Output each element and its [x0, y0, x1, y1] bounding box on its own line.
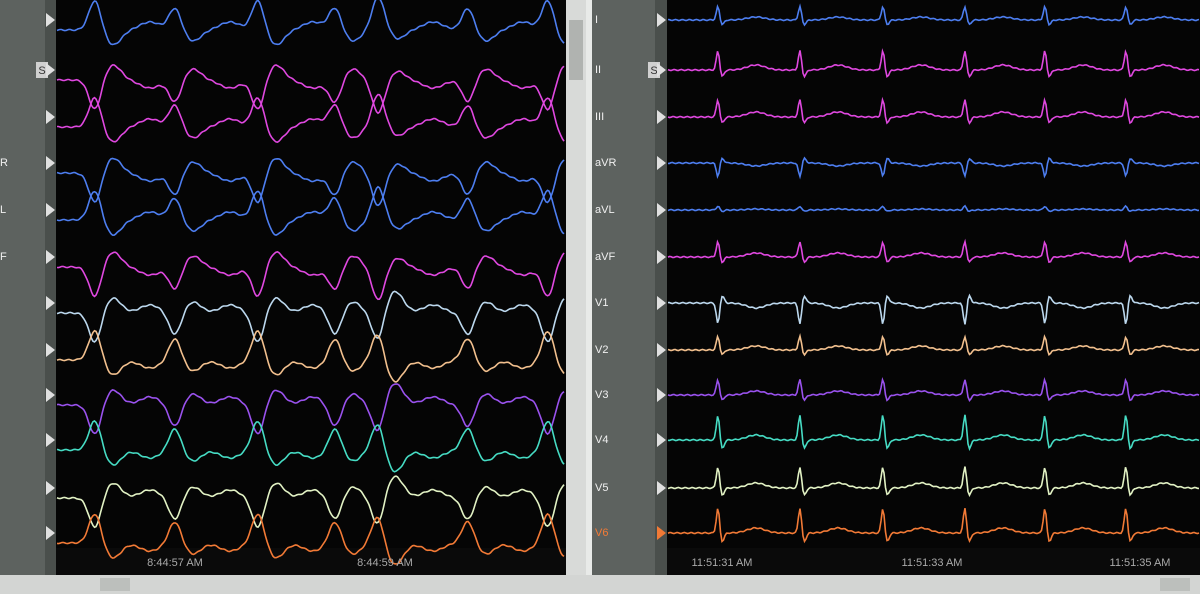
ecg-trace	[667, 508, 1200, 544]
timestamp: 8:44:57 AM	[147, 557, 203, 569]
lead-marker[interactable]	[46, 433, 55, 447]
timestamp: 11:51:33 AM	[902, 557, 963, 569]
left-time-bar	[56, 548, 566, 575]
ecg-trace	[57, 93, 565, 144]
lead-label: F	[0, 251, 7, 263]
lead-marker[interactable]	[46, 63, 55, 77]
scroll-grip[interactable]	[100, 578, 130, 591]
lead-marker[interactable]	[657, 250, 666, 264]
ecg-trace	[667, 376, 1200, 402]
s-button-label[interactable]: S	[38, 65, 45, 77]
ecg-trace	[56, 290, 565, 343]
ecg-trace	[56, 475, 565, 529]
lead-marker[interactable]	[657, 433, 666, 447]
ecg-trace	[56, 383, 565, 436]
ecg-trace	[667, 3, 1200, 27]
ecg-trace	[668, 293, 1200, 325]
lead-marker[interactable]	[657, 296, 666, 310]
lead-label: L	[0, 204, 6, 216]
lead-marker[interactable]	[46, 203, 55, 217]
lead-marker[interactable]	[46, 110, 55, 124]
lead-label: V4	[595, 434, 608, 446]
ecg-trace	[667, 414, 1200, 452]
scroll-thumb[interactable]	[569, 20, 583, 80]
lead-marker[interactable]	[657, 481, 666, 495]
ecg-trace	[56, 185, 565, 237]
lead-marker[interactable]	[46, 481, 55, 495]
lead-label: R	[0, 157, 8, 169]
ecg-trace	[667, 48, 1200, 79]
lead-label: V5	[595, 482, 608, 494]
lead-marker[interactable]	[46, 388, 55, 402]
lead-marker[interactable]	[657, 110, 666, 124]
ecg-trace	[56, 64, 565, 115]
lead-marker[interactable]	[657, 13, 666, 27]
scroll-grip[interactable]	[1160, 578, 1190, 591]
ecg-trace	[667, 96, 1200, 125]
ecg-trace	[56, 512, 565, 565]
ecg-trace	[667, 204, 1200, 213]
lead-label: I	[595, 14, 598, 26]
lead-marker[interactable]	[657, 63, 666, 77]
lead-marker[interactable]	[46, 296, 55, 310]
ecg-trace	[667, 333, 1199, 357]
lead-label: V2	[595, 344, 608, 356]
lead-label: V3	[595, 389, 608, 401]
lead-label: aVF	[595, 251, 615, 263]
left-marker-strip	[45, 0, 57, 575]
s-button[interactable]	[36, 62, 48, 78]
lead-marker[interactable]	[46, 250, 55, 264]
lead-label: III	[595, 111, 604, 123]
right-marker-strip	[655, 0, 667, 575]
lead-label: aVL	[595, 204, 615, 216]
right-plot	[667, 0, 1200, 548]
ecg-trace	[56, 420, 565, 473]
ecg-trace	[56, 0, 565, 46]
lead-label: II	[595, 64, 601, 76]
right-time-bar	[667, 548, 1200, 575]
lead-marker[interactable]	[46, 156, 55, 170]
lead-marker[interactable]	[657, 156, 666, 170]
ecg-trace	[56, 157, 565, 207]
lead-marker[interactable]	[657, 388, 666, 402]
lead-label: aVR	[595, 157, 616, 169]
lead-marker[interactable]	[46, 343, 55, 357]
lead-marker[interactable]	[657, 526, 666, 540]
lead-label: V6	[595, 527, 608, 539]
ecg-trace	[667, 466, 1200, 498]
left-plot	[56, 0, 566, 548]
s-button-label[interactable]: S	[650, 65, 657, 77]
lead-label: V1	[595, 297, 608, 309]
ecg-trace	[56, 250, 565, 301]
lead-marker[interactable]	[46, 526, 55, 540]
ecg-trace	[667, 238, 1200, 264]
timestamp: 11:51:35 AM	[1110, 557, 1171, 569]
timestamp: 8:44:59 AM	[357, 557, 413, 569]
ecg-trace	[56, 329, 565, 383]
lead-marker[interactable]	[657, 203, 666, 217]
bottom-scrollbar[interactable]	[0, 575, 1200, 594]
ecg-trace	[668, 156, 1200, 180]
divider	[586, 0, 592, 594]
lead-marker[interactable]	[46, 13, 55, 27]
lead-marker[interactable]	[657, 343, 666, 357]
timestamp: 11:51:31 AM	[692, 557, 753, 569]
left-scrollbar[interactable]	[566, 0, 586, 575]
